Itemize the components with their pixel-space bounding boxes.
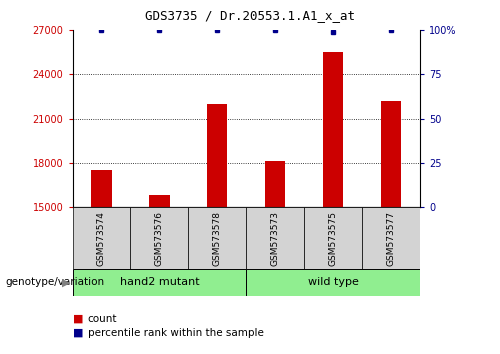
Text: ▶: ▶ (62, 277, 70, 287)
Bar (72, 269, 246, 296)
Bar (207, 104, 228, 207)
Bar (246, 207, 304, 269)
Bar (149, 195, 170, 207)
Text: GSM573574: GSM573574 (97, 211, 106, 266)
Text: ■: ■ (72, 328, 83, 338)
Bar (246, 269, 420, 296)
Text: GSM573575: GSM573575 (328, 211, 338, 266)
Bar (92, 170, 112, 207)
Text: wild type: wild type (308, 277, 358, 287)
Text: GSM573573: GSM573573 (270, 211, 280, 266)
Text: genotype/variation: genotype/variation (5, 277, 104, 287)
Text: hand2 mutant: hand2 mutant (120, 277, 199, 287)
Bar (72, 207, 130, 269)
Text: ■: ■ (72, 314, 83, 324)
Text: GSM573577: GSM573577 (386, 211, 396, 266)
Text: percentile rank within the sample: percentile rank within the sample (88, 328, 264, 338)
Bar (381, 101, 401, 207)
Text: GDS3735 / Dr.20553.1.A1_x_at: GDS3735 / Dr.20553.1.A1_x_at (145, 9, 355, 22)
Bar (265, 161, 285, 207)
Bar (188, 207, 246, 269)
Bar (130, 207, 188, 269)
Text: count: count (88, 314, 117, 324)
Bar (304, 207, 362, 269)
Text: GSM573576: GSM573576 (155, 211, 164, 266)
Bar (323, 52, 344, 207)
Text: GSM573578: GSM573578 (213, 211, 222, 266)
Bar (362, 207, 420, 269)
